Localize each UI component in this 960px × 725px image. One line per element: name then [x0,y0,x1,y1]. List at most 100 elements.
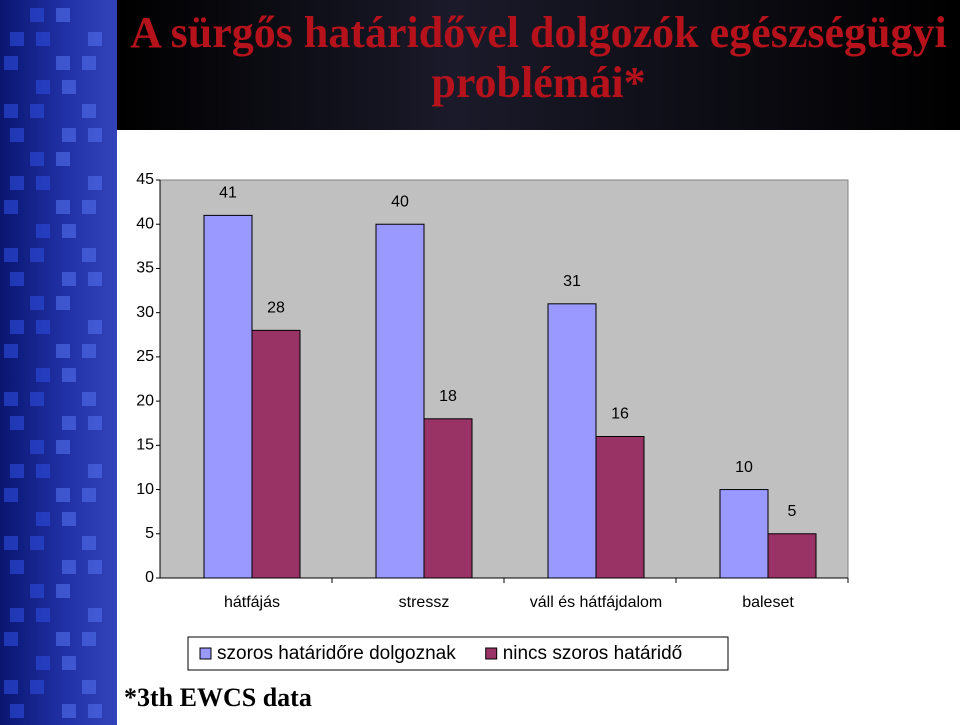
y-tick-label: 20 [136,392,154,409]
decor-square [36,656,50,670]
legend-box [187,636,729,671]
decor-square [56,296,70,310]
decor-square [10,560,24,574]
decor-square [30,584,44,598]
legend-swatch [199,647,212,660]
decor-square [88,176,102,190]
decor-square [82,104,96,118]
decor-square [56,8,70,22]
y-tick-label: 15 [136,437,154,454]
decor-square [82,56,96,70]
decor-square [62,512,76,526]
decor-square [56,200,70,214]
decor-square [10,320,24,334]
decor-square [82,536,96,550]
decor-square [88,416,102,430]
decor-square [10,416,24,430]
decor-square [4,392,18,406]
legend-swatch [485,647,498,660]
decor-square [62,128,76,142]
decor-square [30,680,44,694]
title-band [117,0,960,130]
decor-square [36,320,50,334]
side-band [0,0,117,725]
decor-square [82,488,96,502]
y-tick-label: 0 [145,569,154,586]
decor-square [10,608,24,622]
decor-square [56,344,70,358]
chart-title: A sürgős határidővel dolgozók egészségüg… [130,8,947,107]
decor-square [82,344,96,358]
data-label: 16 [611,406,629,423]
data-label: 18 [439,388,457,405]
x-tick-label: baleset [742,594,794,611]
decor-square [10,128,24,142]
decor-square [88,320,102,334]
decor-square [88,272,102,286]
decor-square [82,200,96,214]
decor-square [30,296,44,310]
decor-square [10,272,24,286]
decor-square [62,704,76,718]
decor-square [30,248,44,262]
decor-square [88,32,102,46]
decor-square [62,656,76,670]
data-label: 10 [735,459,753,476]
y-tick-label: 5 [145,525,154,542]
decor-square [56,152,70,166]
decor-square [62,416,76,430]
y-tick-label: 35 [136,260,154,277]
bar [423,418,473,579]
decor-square [36,80,50,94]
bar [375,223,425,579]
decor-square [62,80,76,94]
decor-square [4,248,18,262]
decor-square [62,560,76,574]
decor-square [30,536,44,550]
decor-square [62,224,76,238]
decor-square [4,104,18,118]
decor-square [30,152,44,166]
data-label: 31 [563,273,581,290]
decor-square [4,344,18,358]
decor-square [88,608,102,622]
decor-square [4,200,18,214]
decor-square [82,392,96,406]
decor-square [36,32,50,46]
decor-square [56,632,70,646]
data-label: 40 [391,193,409,210]
decor-square [30,104,44,118]
legend-label: nincs szoros határidő [503,643,683,664]
x-tick-label: váll és hátfájdalom [530,594,663,611]
y-tick-label: 30 [136,304,154,321]
y-tick-label: 40 [136,215,154,232]
bar [719,489,769,579]
decor-square [88,128,102,142]
decor-square [36,368,50,382]
decor-square [10,704,24,718]
decor-square [62,272,76,286]
bar [203,214,253,579]
decor-square [82,632,96,646]
decor-square [82,680,96,694]
y-tick-label: 10 [136,481,154,498]
decor-square [56,56,70,70]
decor-square [56,488,70,502]
decor-square [62,368,76,382]
bar [547,303,597,579]
y-tick-label: 25 [136,348,154,365]
decor-square [30,440,44,454]
decor-square [56,584,70,598]
decor-square [88,464,102,478]
decor-square [30,392,44,406]
bar [251,329,301,579]
decor-square [36,608,50,622]
data-label: 28 [267,300,285,317]
decor-square [82,248,96,262]
decor-square [10,176,24,190]
decor-square [36,176,50,190]
decor-square [36,224,50,238]
decor-square [88,560,102,574]
